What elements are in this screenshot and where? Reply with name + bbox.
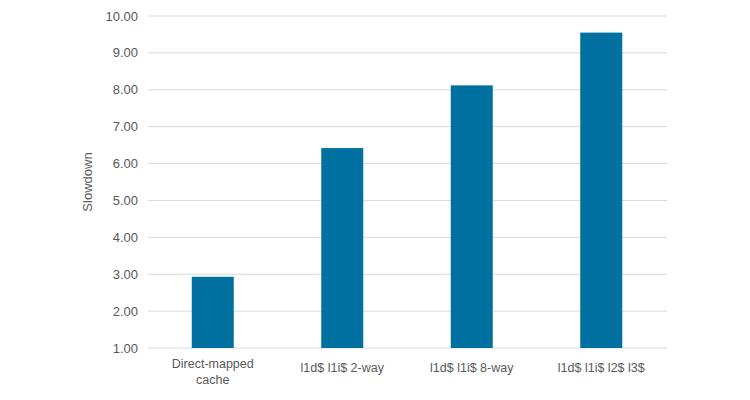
y-tick-label: 1.00 [113,341,138,356]
chart: 1.00 2.00 3.00 4.00 5.00 6.00 7.00 8.00 9.00 10.0… [0,0,750,400]
y-tick-label: 8.00 [113,82,138,97]
y-tick-label: 7.00 [113,119,138,134]
y-tick-label: 5.00 [113,193,138,208]
x-tick-label-line: cache [196,373,229,387]
x-tick-label-line: l1d$ l1i$ 2-way [301,361,385,375]
y-tick-label: 4.00 [113,230,138,245]
y-tick-label: 10.00 [105,9,138,24]
y-axis-title: Slowdown [80,152,95,211]
y-tick-label: 9.00 [113,45,138,60]
bar [321,148,363,348]
x-tick-label-line: Direct-mapped [172,357,254,371]
x-tick-label: l1d$ l1i$ 8-way [430,361,514,375]
bar [192,277,234,348]
x-tick-label-line: l1d$ l1i$ l2$ l3$ [558,361,645,375]
y-tick-label: 6.00 [113,156,138,171]
x-tick-label: Direct-mapped cache [172,357,254,387]
x-tick-label-line: l1d$ l1i$ 8-way [430,361,514,375]
y-tick-label: 2.00 [113,304,138,319]
x-tick-label: l1d$ l1i$ 2-way [301,361,385,375]
y-tick-label: 3.00 [113,267,138,282]
grid-line [148,16,667,17]
bar [451,85,493,348]
x-tick-label: l1d$ l1i$ l2$ l3$ [558,361,645,375]
bar [580,33,622,348]
